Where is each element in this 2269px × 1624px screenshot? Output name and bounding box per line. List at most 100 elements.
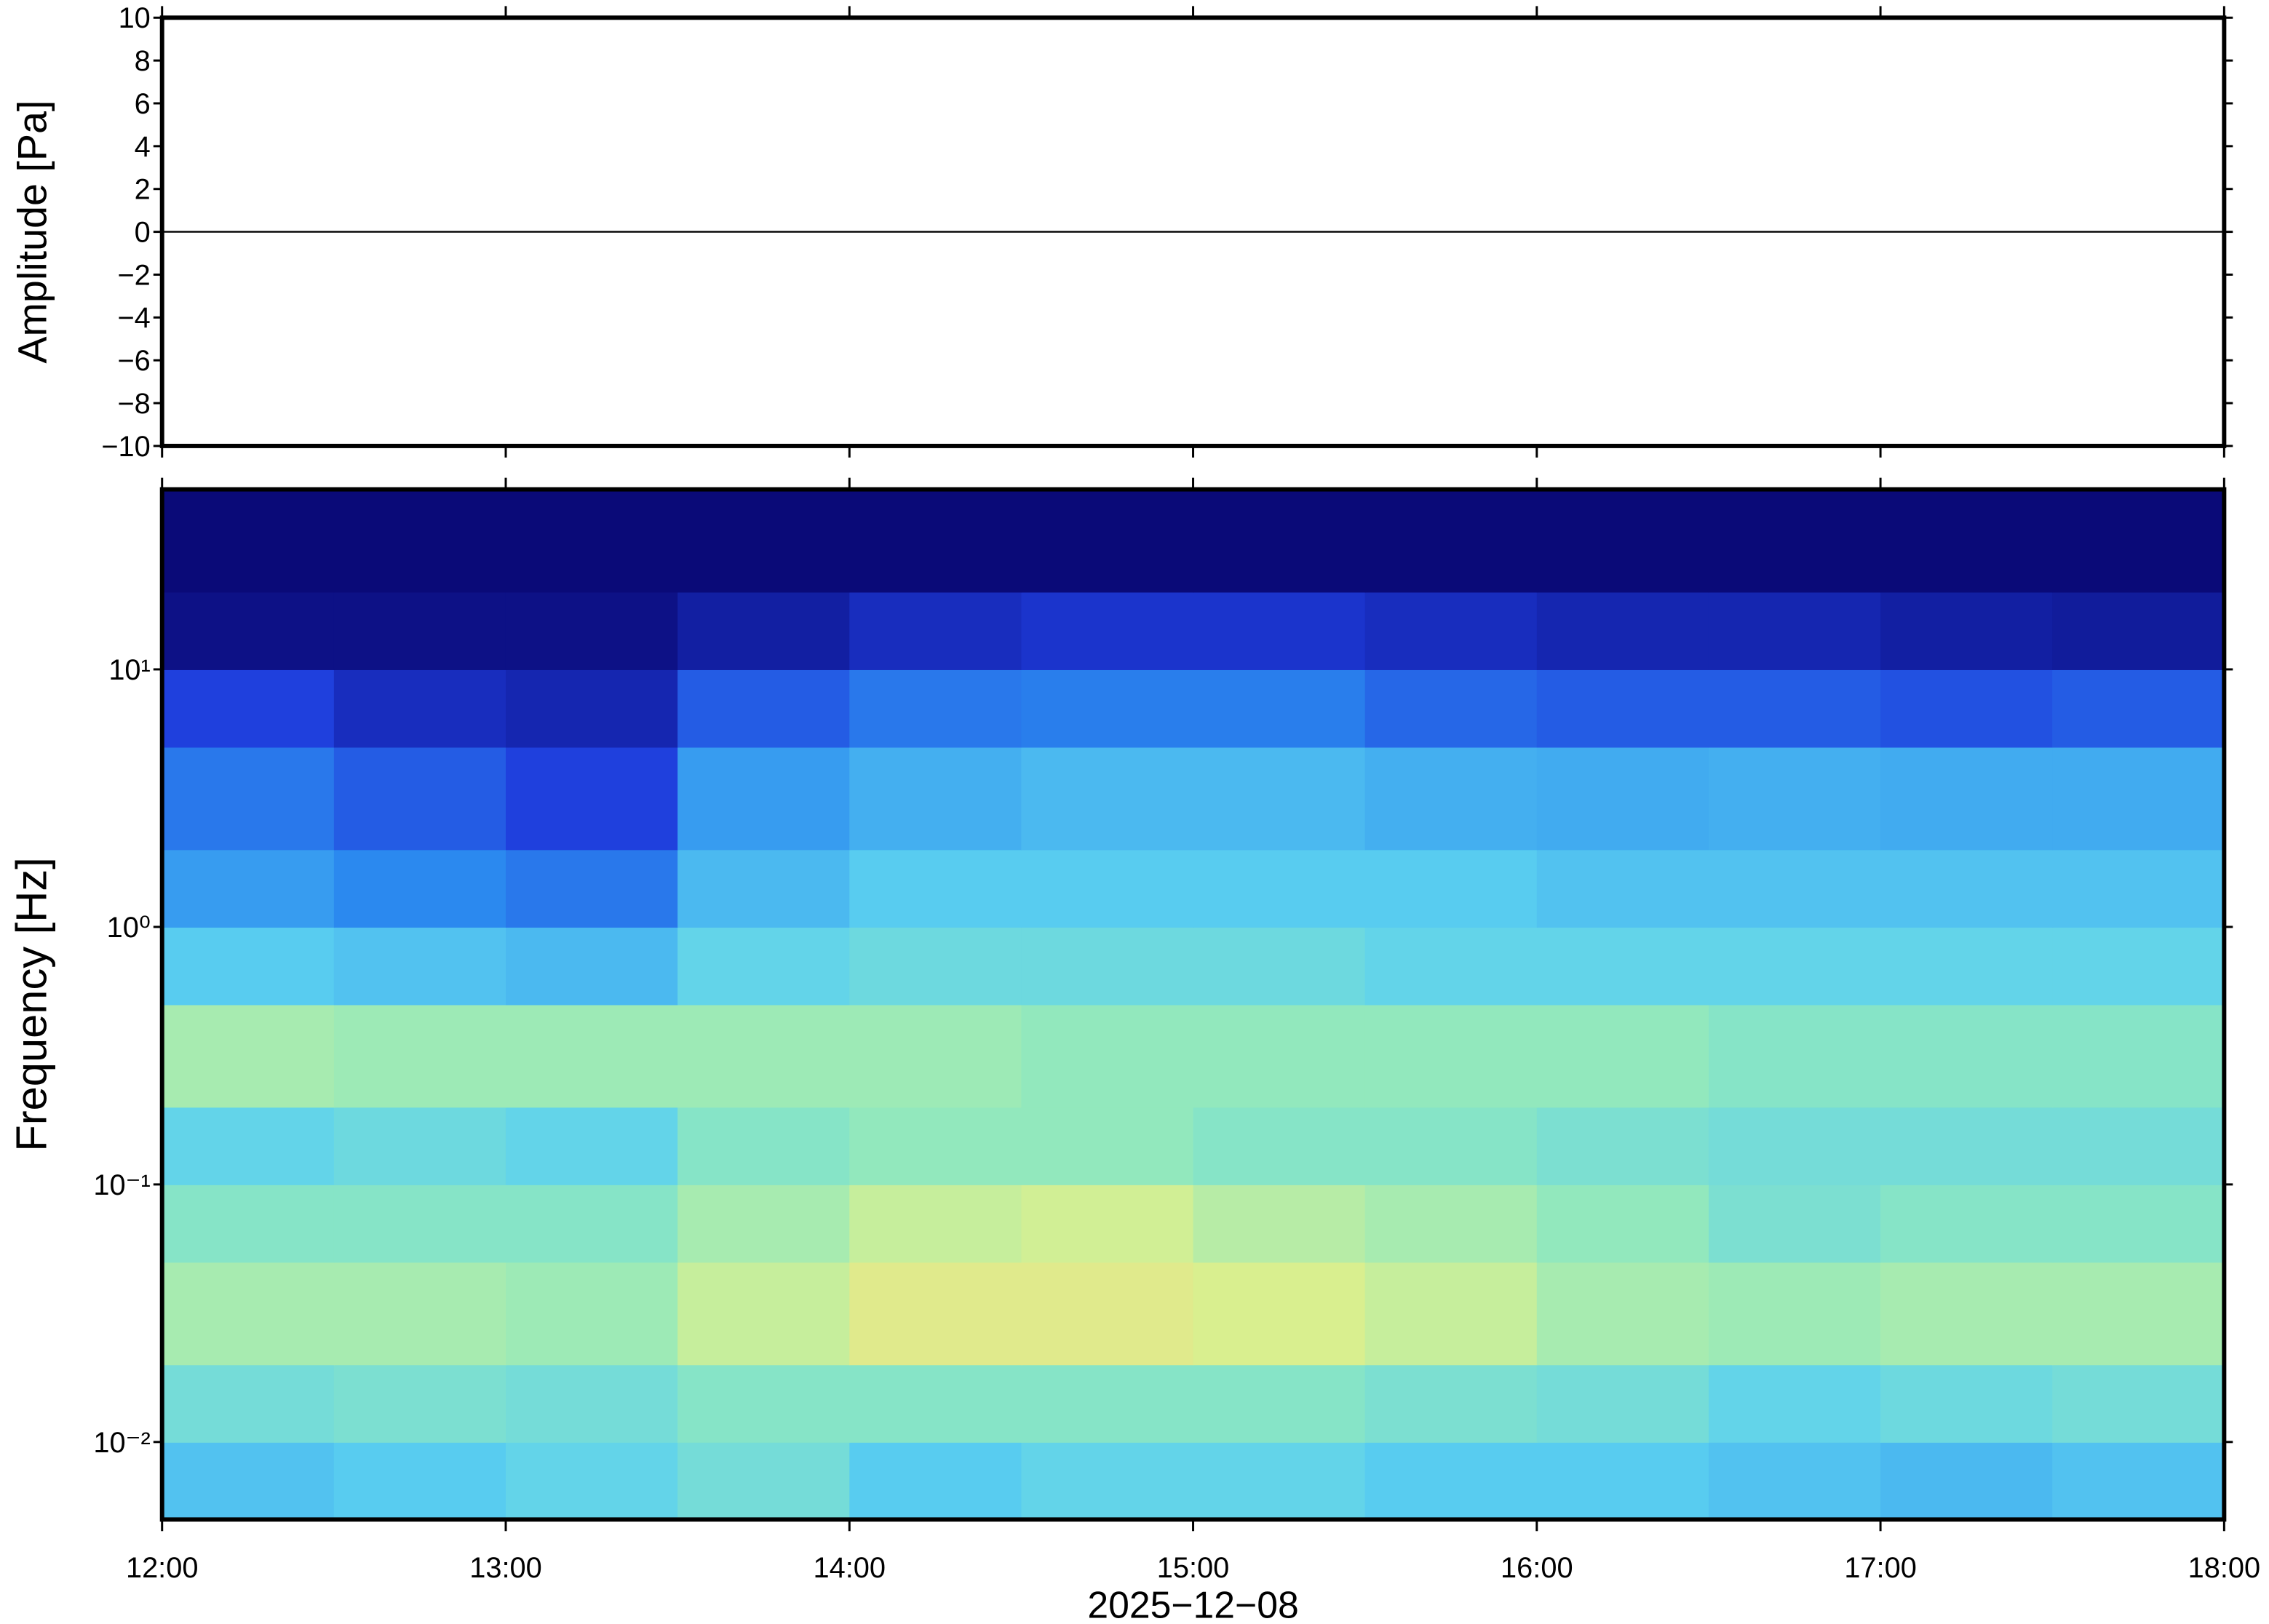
spectrogram-cell [1880,747,2054,851]
spectrogram-cell [1536,489,1709,593]
y-tick-label: 10⁻² [93,1427,150,1459]
spectrogram-cell [505,1441,679,1521]
spectrogram-cell [333,489,506,593]
spectrogram-cell [505,1364,679,1443]
spectrogram-cell [2052,1004,2225,1108]
spectrogram-cell [1708,1262,1882,1366]
spectrogram-cell [1021,926,1194,1006]
spectrogram-cell [1880,1184,2054,1263]
spectrogram-cell [1193,1004,1366,1108]
spectrogram-cell [333,1262,506,1366]
spectrogram-cell [1364,1364,1538,1443]
spectrogram-cell [1364,1184,1538,1263]
spectrogram-cell [1708,1184,1882,1263]
spectrogram-cell [849,1004,1022,1108]
spectrogram-cell [505,747,679,851]
spectrogram-cell [1708,849,1882,928]
spectrogram-cell [677,1184,851,1263]
y-tick-label: −8 [117,388,150,420]
spectrogram-cell [162,747,335,851]
spectrogram-cell [849,1364,1022,1443]
spectrogram-cell [1536,669,1709,748]
spectrogram-cell [1021,1184,1194,1263]
spectrogram-cell [333,592,506,670]
y-tick-label: −2 [117,259,150,291]
spectrogram-cell [1364,592,1538,670]
spectrogram-cell [333,926,506,1006]
spectrogram-cell [677,849,851,928]
spectrogram-cell [1021,747,1194,851]
y-axis-label: Frequency [Hz] [7,857,56,1151]
spectrogram-cell [1708,1441,1882,1521]
frame [159,487,2227,1522]
spectrogram-cell [677,669,851,748]
spectrogram-cell [677,747,851,851]
spectrogram-cell [677,1107,851,1185]
spectrogram-cell [2052,592,2225,670]
spectrogram-cell [2052,669,2225,748]
spectrogram-cell [1708,1004,1882,1108]
spectrogram-cell [2052,747,2225,851]
x-axis-label: 2025−12−08 [1087,1584,1298,1624]
spectrogram-cell [849,1107,1022,1185]
spectrogram-cell [2052,1364,2225,1443]
spectrogram-cell [1193,1184,1366,1263]
spectrogram-cell [1193,1364,1366,1443]
y-tick-label: 4 [135,131,151,163]
spectrogram-cell [1193,926,1366,1006]
y-tick-label: 10¹ [108,654,150,686]
spectrogram-cell [2052,1107,2225,1185]
spectrogram-cell [1021,1441,1194,1521]
spectrogram-cell [677,592,851,670]
spectrogram-cell [1880,849,2054,928]
spectrogram-cell [1536,1364,1709,1443]
spectrogram-cell [849,926,1022,1006]
spectrogram-cell [677,1441,851,1521]
spectrogram-cell [505,592,679,670]
spectrogram-cell [505,1184,679,1263]
x-tick-label: 17:00 [1844,1552,1917,1584]
spectrogram-cell [1708,926,1882,1006]
spectrogram-cell [505,1107,679,1185]
spectrogram-cell [333,1364,506,1443]
spectrogram-cell [1364,849,1538,928]
spectrogram-cell [505,669,679,748]
spectrogram-cell [677,1364,851,1443]
spectrogram-cell [1880,669,2054,748]
y-tick-label: 10⁻¹ [93,1169,150,1201]
spectrogram-cell [849,489,1022,593]
spectrogram-cell [1536,1004,1709,1108]
spectrogram-cell [333,747,506,851]
spectrogram-cell [1708,592,1882,670]
spectrogram-cell [1021,1107,1194,1185]
spectrogram-cell [1880,1004,2054,1108]
y-tick-label: 2 [135,174,151,206]
y-tick-label: −4 [117,302,150,334]
spectrogram-cell [1021,1262,1194,1366]
spectrogram-cell [1193,489,1366,593]
spectrogram-cell [2052,489,2225,593]
spectrogram-cell [1536,1107,1709,1185]
spectrogram-cell [333,1107,506,1185]
spectrogram-cell [1880,1441,2054,1521]
spectrogram-cell [162,1004,335,1108]
spectrogram-cell [1193,1441,1366,1521]
spectrogram-cell [2052,1441,2225,1521]
spectrogram-cell [849,592,1022,670]
spectrogram-cell [1880,1262,2054,1366]
spectrogram-cell [2052,1184,2225,1263]
spectrogram-cell [1193,669,1366,748]
spectrogram-cell [1536,1441,1709,1521]
spectrogram-cell [162,1262,335,1366]
spectrogram-cell [1880,592,2054,670]
spectrogram-cell [505,1004,679,1108]
spectrogram-cell [162,489,335,593]
spectrogram-cell [1708,747,1882,851]
spectrogram-cell [2052,849,2225,928]
spectrogram-cell [162,592,335,670]
spectrogram-cell [1193,849,1366,928]
spectrogram-cell [1708,1364,1882,1443]
spectrogram-cell [1880,926,2054,1006]
y-tick-label: 10⁰ [107,912,151,944]
